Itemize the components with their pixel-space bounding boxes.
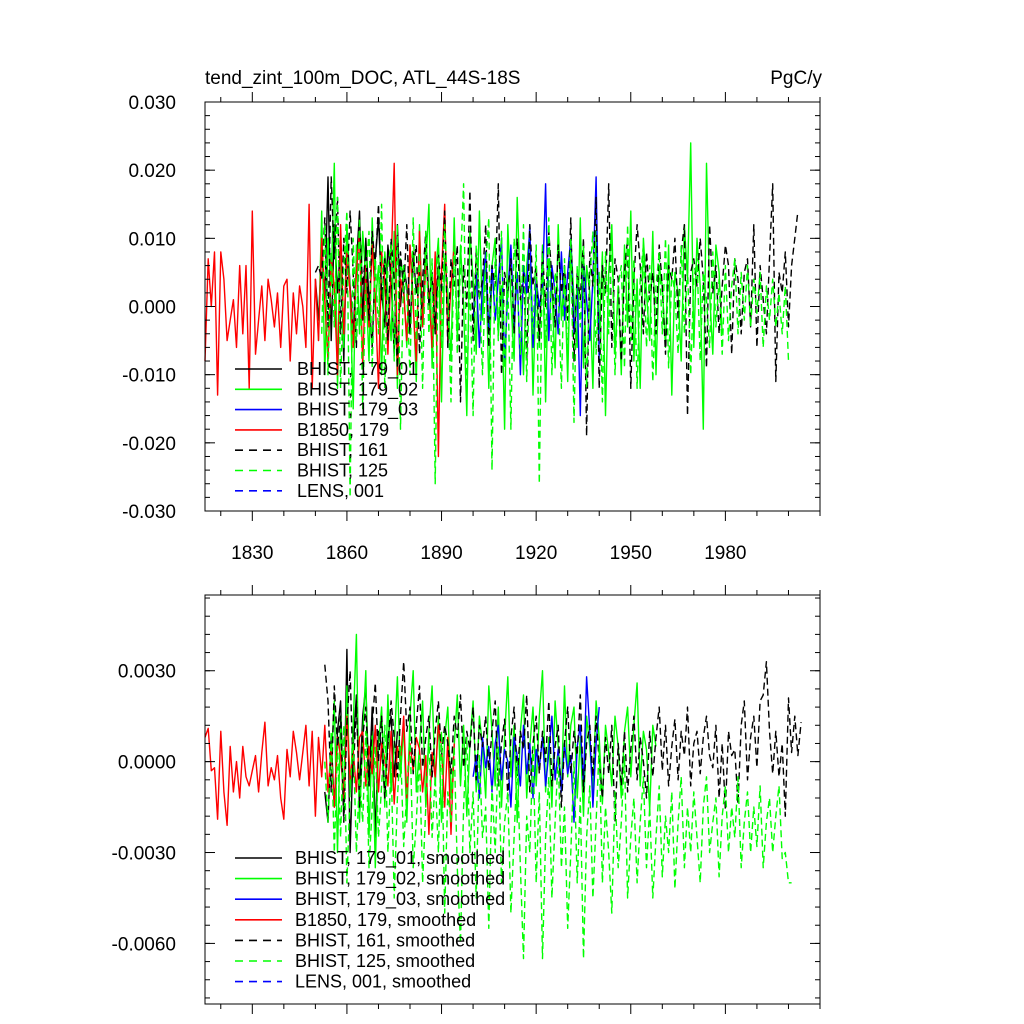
top-chart-title: tend_zint_100m_DOC, ATL_44S-18S xyxy=(205,68,520,89)
bottom-legend-label: BHIST, 125, smoothed xyxy=(295,951,475,971)
top-plot-frame xyxy=(204,101,821,512)
bottom-legend-label: B1850, 179, smoothed xyxy=(295,910,476,930)
top-legend-label: BHIST, 179_03 xyxy=(297,400,418,421)
top-axis-ticks: -0.030 -0.020 -0.010 0.000 0.010 0.020 0.030 18… xyxy=(122,92,821,564)
bottom-ytick-label: -0.0030 xyxy=(112,844,176,865)
bottom-panel: -0.0060 -0.0030 0.0000 0.0030 BHIST, 179_01… xyxy=(112,585,821,1014)
bottom-ytick-label: 0.0000 xyxy=(118,753,176,774)
bottom-legend-label: BHIST, 179_01, smoothed xyxy=(295,848,505,869)
bottom-series-group xyxy=(204,633,802,960)
top-series-line-5 xyxy=(321,183,790,499)
bottom-legend-label: BHIST, 161, smoothed xyxy=(295,930,475,950)
bottom-ytick-label: 0.0030 xyxy=(118,662,176,683)
top-legend-label: BHIST, 161 xyxy=(297,440,388,460)
top-ytick-label: 0.010 xyxy=(128,229,176,250)
top-legend-label: BHIST, 179_02 xyxy=(297,379,418,400)
top-legend-label: B1850, 179 xyxy=(297,420,389,440)
top-legend-label: BHIST, 125 xyxy=(297,461,388,481)
top-xtick-label: 1950 xyxy=(610,543,652,564)
top-ytick-label: 0.020 xyxy=(128,161,176,182)
top-xtick-label: 1920 xyxy=(515,543,557,564)
bottom-axis-ticks: -0.0060 -0.0030 0.0000 0.0030 xyxy=(112,585,821,1014)
top-ytick-label: 0.030 xyxy=(128,93,176,114)
bottom-legend-label: BHIST, 179_03, smoothed xyxy=(295,889,505,910)
top-xtick-label: 1980 xyxy=(704,543,746,564)
top-ytick-label: -0.030 xyxy=(122,502,176,523)
top-panel: tend_zint_100m_DOC, ATL_44S-18S PgC/y -0… xyxy=(122,68,822,564)
bottom-legend-label: LENS, 001, smoothed xyxy=(295,972,471,992)
bottom-legend-label: BHIST, 179_02, smoothed xyxy=(295,869,505,890)
bottom-plot-frame xyxy=(204,594,821,1005)
top-chart-units: PgC/y xyxy=(770,68,822,89)
bottom-series-line-4 xyxy=(324,661,802,823)
top-legend-label: BHIST, 179_01 xyxy=(297,359,418,380)
top-ytick-label: 0.000 xyxy=(128,298,176,319)
top-series-group xyxy=(204,142,799,499)
bottom-ytick-label: -0.0060 xyxy=(112,934,176,955)
top-legend-label: LENS, 001 xyxy=(297,481,384,501)
top-ytick-label: -0.020 xyxy=(122,434,176,455)
bottom-series-line-5 xyxy=(324,724,792,960)
top-xtick-label: 1830 xyxy=(231,543,273,564)
top-ytick-label: -0.010 xyxy=(122,366,176,387)
top-xtick-label: 1890 xyxy=(420,543,462,564)
top-xtick-label: 1860 xyxy=(326,543,368,564)
